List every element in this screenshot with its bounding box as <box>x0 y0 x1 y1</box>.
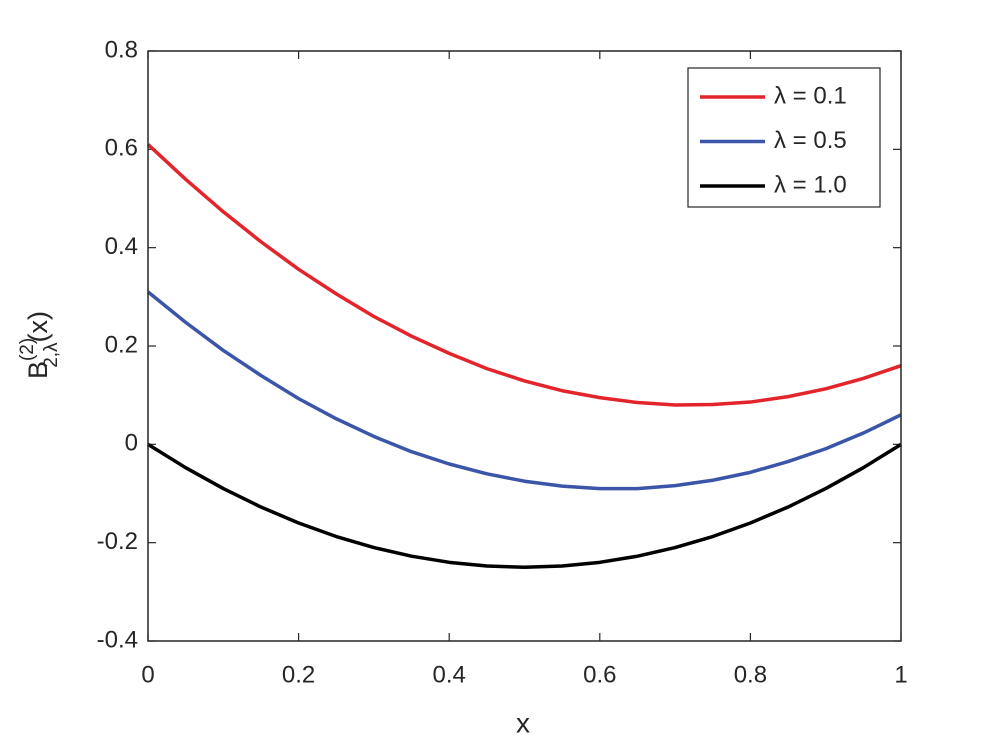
axes-frame <box>147 50 902 642</box>
y-label-base: B <box>23 361 53 379</box>
x-tick-label: 1 <box>894 661 907 688</box>
y-tick-label: 0.4 <box>105 233 138 260</box>
series-line <box>146 143 902 407</box>
x-tick-label: 0.6 <box>583 661 616 688</box>
legend-label: λ = 1.0 <box>774 171 847 198</box>
legend-label: λ = 0.1 <box>774 82 847 109</box>
x-tick-label: 0 <box>141 661 154 688</box>
x-tick-label: 0.2 <box>282 661 315 688</box>
y-label-sup: (2) <box>17 338 38 361</box>
legend-box <box>687 67 881 208</box>
x-tick-label: 0.4 <box>433 661 466 688</box>
y-tick-label: 0.6 <box>105 135 138 162</box>
y-label-arg: (x) <box>23 311 53 342</box>
x-tick-label: 0.8 <box>734 661 767 688</box>
series-line <box>146 290 902 491</box>
y-tick-label: 0 <box>125 430 138 457</box>
x-axis-label: x <box>516 707 530 738</box>
y-tick-label: 0.2 <box>105 331 138 358</box>
y-label-sub: 2,λ <box>41 342 62 368</box>
legend-label: λ = 0.5 <box>774 127 847 154</box>
y-axis-label: B(2) 2,λ(x) <box>17 311 62 379</box>
y-tick-label: 0.8 <box>105 36 138 63</box>
y-tick-label: -0.4 <box>97 626 138 653</box>
y-tick-label: -0.2 <box>97 528 138 555</box>
series-line <box>147 442 902 569</box>
